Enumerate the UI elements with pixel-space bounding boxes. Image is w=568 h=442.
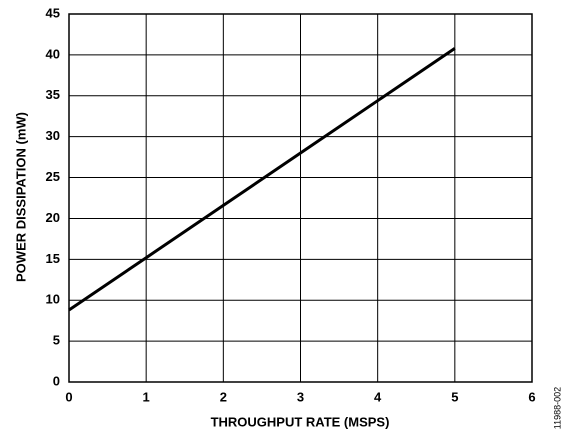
x-axis-label: THROUGHPUT RATE (MSPS) [211, 414, 390, 429]
x-tick-label: 3 [297, 389, 304, 404]
x-tick-label: 1 [143, 389, 150, 404]
y-tick-label: 40 [46, 46, 60, 61]
data-line [68, 47, 456, 312]
y-tick-label: 15 [46, 251, 60, 266]
x-tick-label: 2 [220, 389, 227, 404]
y-tick-label: 20 [46, 210, 60, 225]
x-tick-label: 5 [451, 389, 458, 404]
y-tick-label: 10 [46, 292, 60, 307]
x-tick-label: 0 [65, 389, 72, 404]
y-tick-label: 0 [53, 373, 60, 388]
plot-frame [68, 13, 533, 383]
x-tick-label: 4 [374, 389, 382, 404]
y-tick-label: 25 [46, 169, 60, 184]
figure-id: 11988-002 [552, 387, 562, 429]
y-tick-label: 30 [46, 128, 60, 143]
y-axis-label: POWER DISSIPATION (mW) [13, 112, 28, 282]
y-tick-label: 45 [46, 5, 60, 20]
y-tick-label: 5 [53, 333, 60, 348]
y-tick-label: 35 [46, 87, 60, 102]
x-tick-label: 6 [528, 389, 535, 404]
